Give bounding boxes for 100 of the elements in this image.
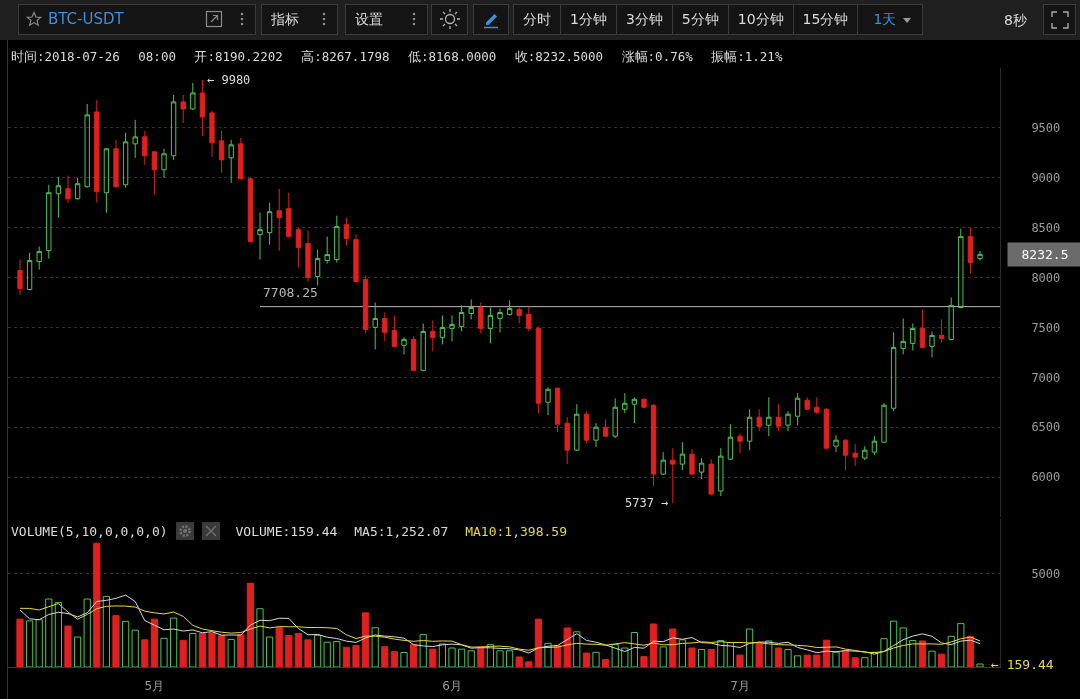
y-tick-label: 7000 bbox=[1031, 370, 1061, 385]
candlestick bbox=[420, 322, 426, 372]
bar bbox=[659, 646, 667, 667]
bar bbox=[880, 638, 888, 667]
bar bbox=[112, 615, 120, 667]
tab: 分时 bbox=[513, 4, 561, 35]
bar bbox=[918, 640, 927, 667]
bar bbox=[861, 657, 869, 667]
bar bbox=[227, 638, 235, 667]
y-tick-label: 7500 bbox=[1031, 320, 1061, 335]
bar bbox=[774, 647, 783, 667]
bar bbox=[976, 663, 984, 667]
candlestick bbox=[362, 275, 369, 334]
bar bbox=[333, 641, 341, 667]
y-tick-label: 6000 bbox=[1031, 470, 1061, 485]
bar bbox=[352, 645, 360, 667]
candlestick bbox=[554, 386, 561, 433]
bar bbox=[611, 643, 619, 667]
bar bbox=[736, 654, 744, 667]
bar bbox=[131, 629, 139, 667]
candlestick bbox=[410, 335, 417, 372]
candlestick bbox=[324, 236, 330, 265]
bar bbox=[621, 647, 629, 667]
bar bbox=[54, 602, 63, 667]
bar bbox=[400, 651, 408, 667]
bar bbox=[237, 634, 245, 667]
y-tick-label: 6500 bbox=[1031, 420, 1061, 435]
candlestick bbox=[209, 110, 215, 158]
candlestick bbox=[468, 298, 474, 320]
candlestick bbox=[612, 397, 618, 439]
bar bbox=[294, 632, 303, 667]
bar bbox=[83, 598, 91, 667]
bar bbox=[160, 637, 168, 667]
candlestick bbox=[74, 177, 81, 201]
candlestick bbox=[871, 435, 878, 456]
button: BTC-USDT bbox=[18, 4, 256, 35]
bar bbox=[467, 650, 475, 667]
candlestick bbox=[948, 296, 954, 341]
bar bbox=[189, 632, 197, 667]
bar bbox=[198, 632, 207, 667]
bar bbox=[697, 649, 706, 667]
candlestick bbox=[17, 259, 23, 295]
candlestick bbox=[660, 451, 666, 476]
bar bbox=[419, 634, 427, 667]
chart-title: BTC-USDT bbox=[48, 9, 124, 30]
bar bbox=[477, 646, 485, 667]
candlestick bbox=[343, 217, 350, 247]
bar bbox=[208, 632, 216, 667]
candlestick bbox=[266, 202, 273, 246]
bar bbox=[448, 647, 456, 667]
x-tick-label: 7月 bbox=[730, 679, 750, 694]
candlestick bbox=[910, 322, 916, 351]
bar bbox=[323, 641, 331, 667]
candlestick bbox=[679, 441, 686, 471]
candlestick bbox=[804, 396, 810, 411]
bar bbox=[544, 642, 552, 667]
annotation: ← 159.44 bbox=[991, 657, 1054, 672]
bar bbox=[726, 642, 735, 667]
candlestick bbox=[641, 397, 647, 409]
y-tick-label: 5000 bbox=[1031, 567, 1061, 582]
bar bbox=[630, 632, 639, 667]
candlestick bbox=[113, 139, 119, 189]
bar bbox=[717, 640, 725, 667]
candlestick bbox=[84, 103, 90, 189]
bar bbox=[390, 651, 399, 667]
candlestick bbox=[583, 410, 590, 444]
annotation: ← 9980 bbox=[207, 73, 251, 87]
bar bbox=[678, 639, 687, 667]
candlestick bbox=[890, 331, 897, 412]
bar bbox=[640, 656, 648, 667]
candlestick bbox=[305, 230, 311, 283]
bar bbox=[669, 628, 677, 667]
candlestick bbox=[506, 299, 513, 316]
candlestick bbox=[190, 82, 196, 111]
text: 8232.5 bbox=[1021, 247, 1069, 262]
bar bbox=[688, 647, 696, 667]
bar bbox=[745, 628, 754, 667]
candlestick bbox=[977, 250, 983, 262]
candlestick bbox=[535, 325, 542, 414]
candlestick bbox=[775, 403, 782, 432]
annotation: 5737 → bbox=[625, 496, 669, 510]
candlestick bbox=[785, 410, 791, 432]
toolbar: BTC-USDT 指标 设置 分时 1分钟 3分钟 5分钟 10分钟 15分钟 1天 8秒 bbox=[0, 0, 1080, 40]
y-tick-label: 8000 bbox=[1031, 270, 1061, 285]
candlestick bbox=[103, 147, 110, 214]
candlestick bbox=[132, 119, 138, 159]
bar bbox=[429, 648, 437, 667]
candlestick bbox=[180, 94, 186, 124]
candlestick bbox=[794, 392, 801, 426]
bar bbox=[813, 654, 821, 667]
candlestick bbox=[727, 423, 734, 461]
candlestick bbox=[372, 301, 378, 350]
bar bbox=[217, 635, 226, 667]
bar bbox=[909, 640, 917, 667]
bar bbox=[64, 625, 72, 667]
button: 指标 bbox=[261, 4, 338, 35]
candlestick bbox=[401, 336, 407, 355]
bar bbox=[45, 598, 53, 667]
candlestick bbox=[650, 403, 657, 487]
bar bbox=[381, 646, 389, 667]
